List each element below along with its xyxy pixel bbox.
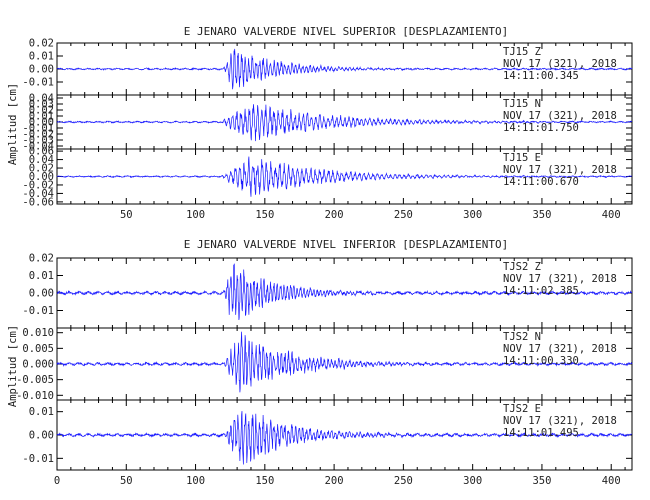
y-axis-label-lower: Amplitud [cm]: [7, 325, 19, 407]
time-label: 14:11:00.345: [503, 70, 579, 82]
y-tick-label: 0.00: [29, 64, 54, 76]
y-tick-label: 0.01: [29, 111, 54, 123]
x-tick-label: 50: [120, 209, 133, 221]
waveform-tj15-e: [56, 156, 633, 197]
y-tick-label: -0.01: [22, 453, 54, 465]
waveform-tjs2-z: [56, 263, 633, 321]
y-tick-label: -0.04: [22, 188, 54, 200]
y-tick-label: -0.03: [22, 135, 54, 147]
time-label: 14:11:01.750: [503, 122, 579, 134]
station-label: TJ15 Z: [503, 46, 541, 58]
date-label: NOV 17 (321), 2018: [503, 343, 617, 355]
y-tick-label: 0.005: [22, 343, 54, 355]
x-tick-label: 250: [394, 209, 413, 221]
y-tick-label: -0.01: [22, 123, 54, 135]
station-label: TJS2 E: [503, 403, 541, 415]
date-label: NOV 17 (321), 2018: [503, 110, 617, 122]
time-label: 14:11:00.670: [503, 176, 579, 188]
figure-title-upper: E JENARO VALVERDE NIVEL SUPERIOR [DESPLA…: [184, 25, 509, 38]
station-label: TJ15 E: [503, 152, 541, 164]
y-tick-label: 0.01: [29, 270, 54, 282]
y-tick-label: 0.06: [29, 146, 54, 158]
x-tick-label: 200: [325, 209, 344, 221]
x-tick-label: 50: [120, 475, 133, 487]
waveform-tjs2-e: [56, 411, 633, 465]
y-tick-label: 0.01: [29, 51, 54, 63]
x-tick-label: 300: [463, 475, 482, 487]
y-tick-label: 0.010: [22, 327, 54, 339]
panel-tj15-n: 0.040.030.020.010.00-0.01-0.02-0.03-0.04…: [22, 93, 633, 153]
panel-tj15-e: 0.060.040.020.00-0.02-0.04-0.06 TJ15 ENOV…: [22, 146, 633, 208]
y-tick-label: 0.02: [29, 38, 54, 50]
y-tick-label: 0.00: [29, 288, 54, 300]
y-tick-label: 0.000: [22, 359, 54, 371]
time-label: 14:11:00.330: [503, 355, 579, 367]
y-tick-label: -0.02: [22, 179, 54, 191]
station-label: TJ15 N: [503, 98, 541, 110]
date-label: NOV 17 (321), 2018: [503, 164, 617, 176]
y-tick-label: 0.00: [29, 117, 54, 129]
y-tick-label: 0.03: [29, 99, 54, 111]
x-tick-label: 0: [54, 475, 60, 487]
waveform-tj15-n: [56, 104, 632, 142]
waveform-tj15-z: [56, 48, 633, 90]
x-tick-label: 250: [394, 475, 413, 487]
y-tick-label: -0.010: [16, 390, 54, 402]
y-tick-label: 0.04: [29, 93, 54, 105]
y-tick-label: 0.00: [29, 430, 54, 442]
x-tick-label: 200: [325, 475, 344, 487]
y-tick-label: 0.02: [29, 163, 54, 175]
y-tick-label: 0.02: [29, 105, 54, 117]
x-tick-label: 350: [532, 475, 551, 487]
x-tick-label: 150: [255, 475, 274, 487]
station-label: TJS2 Z: [503, 261, 541, 273]
figure-title-lower: E JENARO VALVERDE NIVEL INFERIOR [DESPLA…: [184, 238, 509, 251]
y-tick-label: 0.02: [29, 253, 54, 265]
y-tick-label: -0.06: [22, 196, 54, 208]
y-tick-label: -0.04: [22, 141, 54, 153]
x-tick-label: 400: [602, 475, 621, 487]
station-label: TJS2 N: [503, 331, 541, 343]
time-label: 14:11:01.495: [503, 427, 579, 439]
y-tick-label: -0.005: [16, 374, 54, 386]
y-tick-label: -0.01: [22, 77, 54, 89]
date-label: NOV 17 (321), 2018: [503, 415, 617, 427]
y-axis-label-upper: Amplitud [cm]: [7, 83, 19, 165]
x-tick-label: 400: [602, 209, 621, 221]
waveform-tjs2-n: [56, 331, 633, 393]
x-tick-label: 150: [255, 209, 274, 221]
y-tick-label: -0.02: [22, 129, 54, 141]
y-tick-label: 0.00: [29, 171, 54, 183]
x-tick-label: 300: [463, 209, 482, 221]
x-tick-label: 100: [186, 475, 205, 487]
y-tick-label: 0.04: [29, 154, 54, 166]
date-label: NOV 17 (321), 2018: [503, 273, 617, 285]
time-label: 14:11:02.385: [503, 285, 579, 297]
x-tick-label: 350: [532, 209, 551, 221]
date-label: NOV 17 (321), 2018: [503, 58, 617, 70]
y-tick-label: 0.01: [29, 406, 54, 418]
x-tick-label: 100: [186, 209, 205, 221]
y-tick-label: -0.01: [22, 305, 54, 317]
